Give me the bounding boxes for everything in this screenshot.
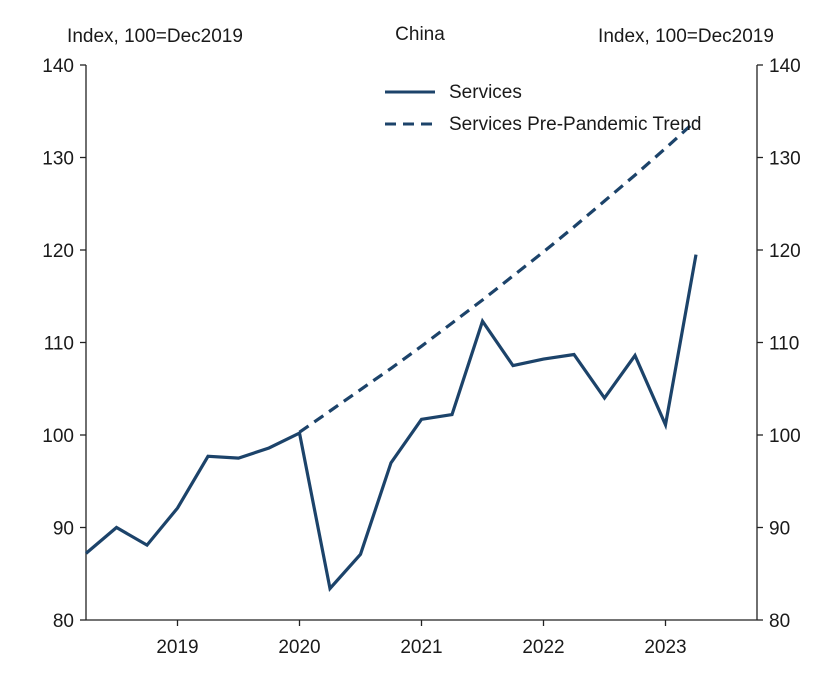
- services-trend-line: [298, 119, 698, 434]
- right-tick-label: 80: [769, 611, 790, 632]
- right-tick-label: 90: [769, 519, 790, 540]
- left-tick-label: 100: [42, 426, 74, 447]
- left-tick-label: 130: [42, 149, 74, 170]
- left-axis-label: Index, 100=Dec2019: [67, 26, 243, 47]
- left-tick-label: 140: [42, 56, 74, 77]
- legend-label-trend: Services Pre-Pandemic Trend: [449, 114, 701, 135]
- axes: 80 80 90 90 100 100 110 110 120 120 130 130 140 140 20…: [42, 56, 800, 658]
- x-tick-label: 2022: [522, 637, 564, 658]
- right-axis-label: Index, 100=Dec2019: [598, 26, 774, 47]
- x-tick-label: 2021: [400, 637, 442, 658]
- x-tick-label: 2019: [156, 637, 198, 658]
- chart-title: China: [395, 24, 445, 45]
- right-tick-label: 130: [769, 149, 801, 170]
- x-tick-label: 2020: [278, 637, 320, 658]
- x-tick-label: 2023: [644, 637, 686, 658]
- left-tick-label: 110: [44, 334, 74, 355]
- right-tick-label: 100: [769, 426, 801, 447]
- left-tick-label: 90: [53, 519, 74, 540]
- series-lines: [84, 119, 698, 592]
- right-tick-label: 110: [769, 334, 799, 355]
- right-tick-label: 140: [769, 56, 801, 77]
- left-tick-label: 120: [42, 241, 74, 262]
- left-tick-label: 80: [53, 611, 74, 632]
- right-tick-label: 120: [769, 241, 801, 262]
- legend-label-services: Services: [449, 82, 522, 103]
- legend: Services Services Pre-Pandemic Trend: [385, 82, 701, 135]
- services-line: [84, 254, 698, 592]
